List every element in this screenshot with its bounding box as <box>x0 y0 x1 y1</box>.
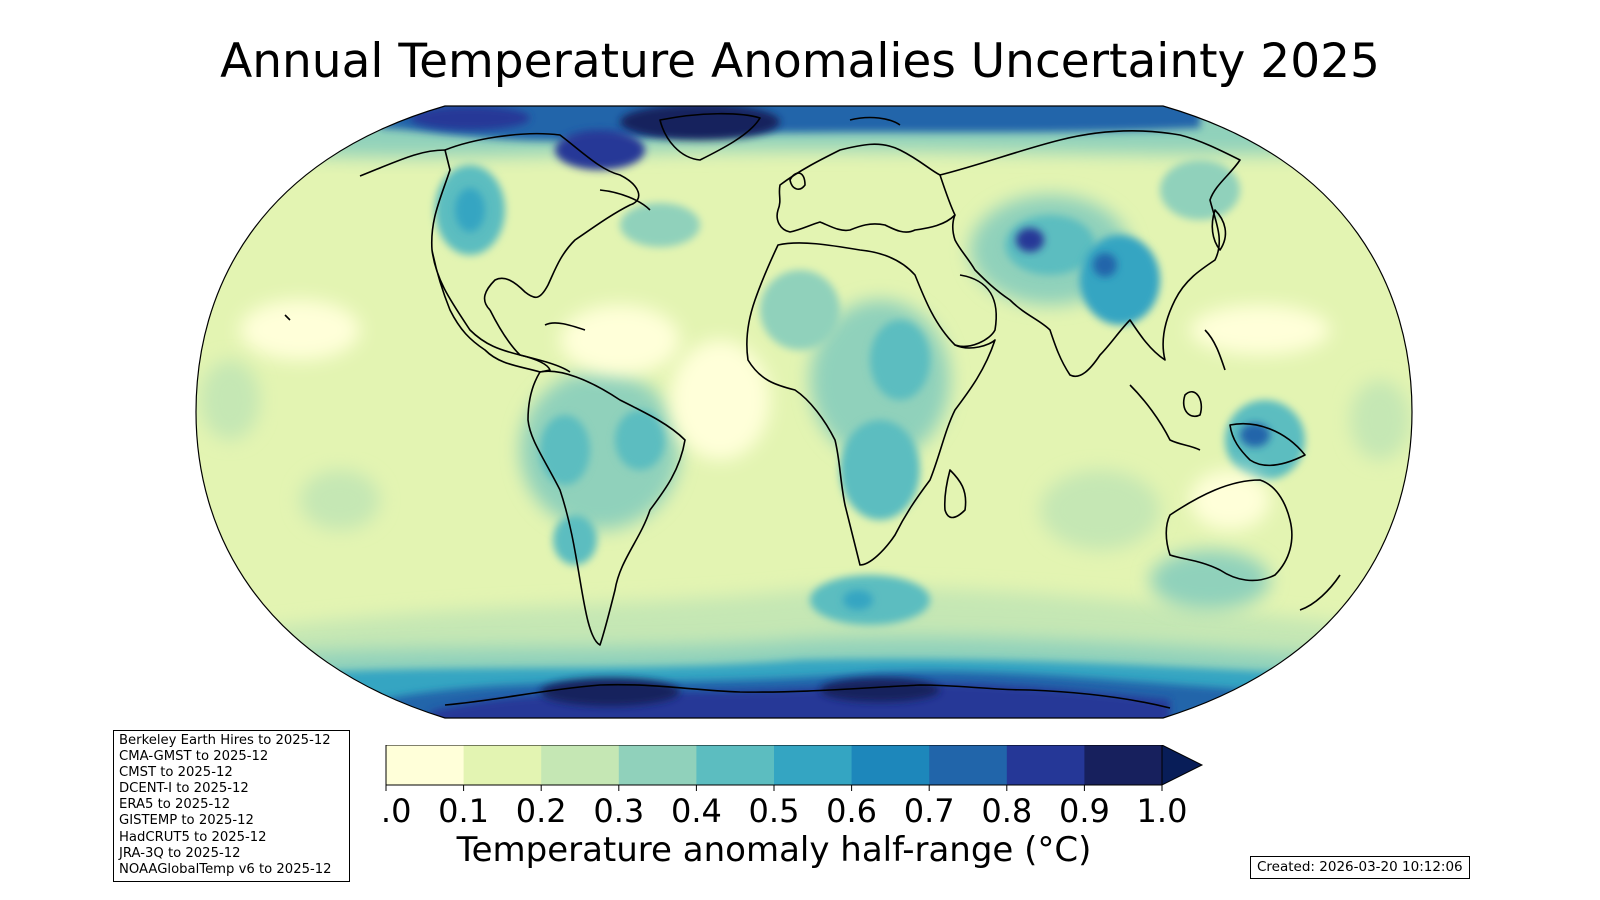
source-entry: GISTEMP to 2025-12 <box>119 813 254 829</box>
colorbar-tick-label: 0.3 <box>593 792 644 830</box>
colorbar-extend-arrow <box>1161 745 1204 786</box>
source-entry: ERA5 to 2025-12 <box>119 797 231 813</box>
colorbar-cell <box>386 745 465 785</box>
colorbar-cell <box>463 745 542 785</box>
world-map <box>195 105 1413 719</box>
created-timestamp: Created: 2026-03-20 10:12:06 <box>1250 856 1470 879</box>
colorbar-cell <box>774 745 853 785</box>
colorbar-tick-label: 0.5 <box>749 792 800 830</box>
colorbar-tick-label: 0.0 <box>380 792 411 830</box>
colorbar-tick-label: 0.4 <box>671 792 722 830</box>
source-entry: CMA-GMST to 2025-12 <box>119 749 269 765</box>
source-entry: Berkeley Earth Hires to 2025-12 <box>119 733 331 748</box>
page-title: Annual Temperature Anomalies Uncertainty… <box>220 34 1380 89</box>
colorbar-ticks: 0.0 0.1 0.2 0.3 0.4 0.5 0.6 0.7 0.8 0.9 1.0 <box>380 785 1187 830</box>
regional-anomalies <box>200 160 1410 625</box>
colorbar-tick-label: 0.6 <box>826 792 877 830</box>
source-entry: HadCRUT5 to 2025-12 <box>119 829 267 845</box>
colorbar-cells <box>386 745 1163 785</box>
coastlines <box>284 112 1341 709</box>
colorbar-tick-label: 0.9 <box>1059 792 1110 830</box>
colorbar-tick-label: 0.8 <box>981 792 1032 830</box>
source-entry: DCENT-I to 2025-12 <box>119 781 249 797</box>
colorbar-cell <box>541 745 620 785</box>
colorbar-tick-label: 0.7 <box>904 792 955 830</box>
globe-outline <box>195 105 1413 719</box>
source-entry: NOAAGlobalTemp v6 to 2025-12 <box>119 861 332 877</box>
colorbar-cell <box>929 745 1008 785</box>
colorbar-cell <box>1084 745 1163 785</box>
colorbar-label: Temperature anomaly half-range (°C) <box>456 830 1092 870</box>
colorbar-cell <box>618 745 697 785</box>
source-entry: CMST to 2025-12 <box>119 765 233 781</box>
colorbar-cell <box>851 745 930 785</box>
southern-band <box>196 588 1412 718</box>
arctic-band <box>196 106 1412 170</box>
colorbar-tick-label: 0.1 <box>438 792 489 830</box>
colorbar-cell <box>1006 745 1085 785</box>
source-entry: JRA-3Q to 2025-12 <box>119 845 241 861</box>
colorbar-tick-label: 1.0 <box>1137 792 1188 830</box>
colorbar: 0.0 0.1 0.2 0.3 0.4 0.5 0.6 0.7 0.8 0.9 1.0 <box>380 745 1204 830</box>
colorbar-cell <box>696 745 775 785</box>
sources-legend: Berkeley Earth Hires to 2025-12 CMA-GMST… <box>113 730 350 882</box>
colorbar-tick-label: 0.2 <box>516 792 567 830</box>
